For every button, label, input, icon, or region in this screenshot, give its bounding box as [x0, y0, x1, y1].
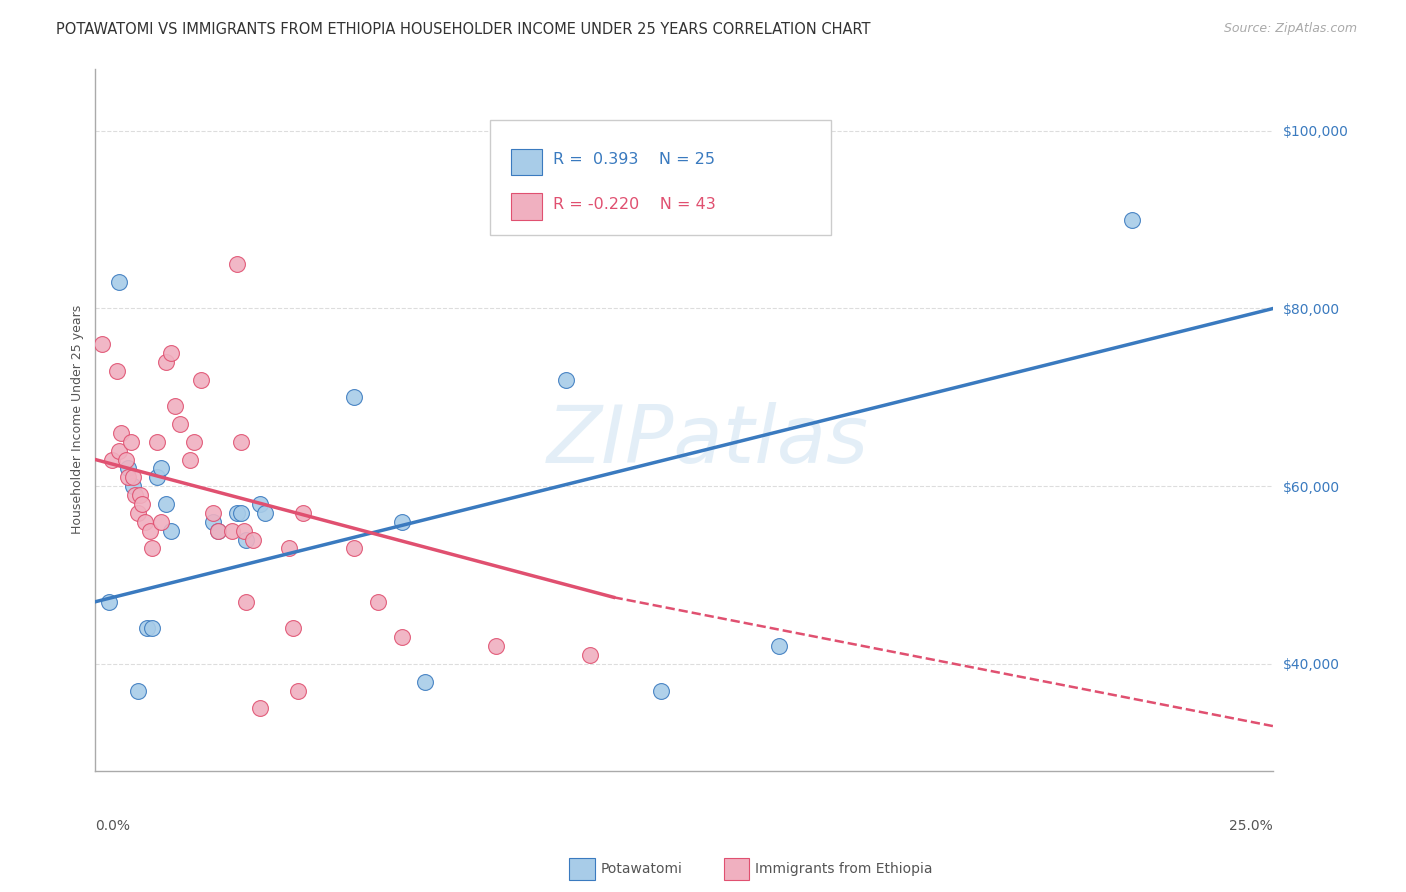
Text: POTAWATOMI VS IMMIGRANTS FROM ETHIOPIA HOUSEHOLDER INCOME UNDER 25 YEARS CORRELA: POTAWATOMI VS IMMIGRANTS FROM ETHIOPIA H…: [56, 22, 870, 37]
Point: [159, 524, 181, 538]
Point: [117, 470, 139, 484]
Point: [190, 373, 212, 387]
Point: [134, 515, 156, 529]
Text: Potawatomi: Potawatomi: [600, 862, 682, 876]
Point: [145, 434, 167, 449]
Point: [108, 443, 131, 458]
Point: [343, 541, 366, 556]
Text: 25.0%: 25.0%: [1229, 820, 1274, 833]
Point: [555, 373, 578, 387]
Point: [768, 639, 790, 653]
Point: [242, 533, 264, 547]
Point: [283, 621, 305, 635]
Point: [115, 452, 138, 467]
Point: [249, 497, 271, 511]
Text: R =  0.393    N = 25: R = 0.393 N = 25: [554, 152, 716, 167]
Point: [98, 595, 121, 609]
Point: [231, 434, 253, 449]
Point: [91, 337, 114, 351]
Point: [127, 683, 149, 698]
Point: [159, 346, 181, 360]
Point: [291, 506, 314, 520]
Text: 0.0%: 0.0%: [96, 820, 131, 833]
Point: [221, 524, 243, 538]
Y-axis label: Householder Income Under 25 years: Householder Income Under 25 years: [72, 305, 84, 534]
Text: ZIPatlas: ZIPatlas: [547, 401, 869, 480]
Point: [367, 595, 389, 609]
Point: [129, 488, 152, 502]
Point: [150, 461, 173, 475]
Point: [253, 506, 276, 520]
Point: [235, 533, 257, 547]
Point: [287, 683, 309, 698]
Point: [141, 541, 163, 556]
Point: [207, 524, 229, 538]
Point: [155, 497, 177, 511]
Point: [225, 257, 247, 271]
Point: [120, 434, 142, 449]
Point: [202, 506, 225, 520]
Point: [108, 275, 131, 289]
Point: [145, 470, 167, 484]
Point: [202, 515, 225, 529]
Point: [110, 425, 132, 440]
Point: [124, 488, 146, 502]
Point: [231, 506, 253, 520]
Point: [277, 541, 299, 556]
Point: [485, 639, 508, 653]
Point: [207, 524, 229, 538]
Point: [1121, 212, 1143, 227]
Point: [169, 417, 191, 431]
Text: R = -0.220    N = 43: R = -0.220 N = 43: [554, 196, 716, 211]
Point: [105, 364, 128, 378]
Point: [122, 479, 145, 493]
Point: [127, 506, 149, 520]
Point: [117, 461, 139, 475]
Point: [131, 497, 153, 511]
Point: [155, 355, 177, 369]
Point: [249, 701, 271, 715]
Point: [579, 648, 602, 662]
Point: [235, 595, 257, 609]
Point: [136, 621, 159, 635]
Point: [141, 621, 163, 635]
Point: [232, 524, 254, 538]
Point: [101, 452, 124, 467]
Point: [150, 515, 173, 529]
Point: [343, 390, 366, 404]
Point: [225, 506, 247, 520]
Point: [179, 452, 201, 467]
Point: [391, 630, 413, 644]
Point: [391, 515, 413, 529]
Text: Immigrants from Ethiopia: Immigrants from Ethiopia: [755, 862, 932, 876]
Point: [165, 399, 187, 413]
Point: [183, 434, 205, 449]
Point: [413, 674, 436, 689]
Point: [650, 683, 672, 698]
Point: [138, 524, 160, 538]
Text: Source: ZipAtlas.com: Source: ZipAtlas.com: [1223, 22, 1357, 36]
Point: [122, 470, 145, 484]
